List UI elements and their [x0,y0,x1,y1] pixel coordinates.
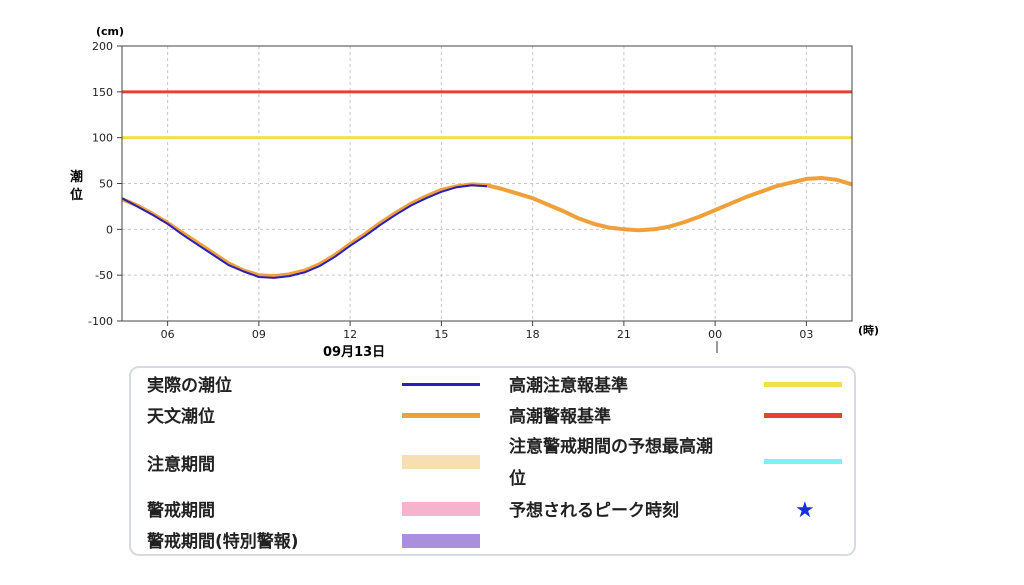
x-tick-label: 06 [161,328,175,341]
y-tick-label: 200 [92,40,113,53]
reference-lines [122,90,852,140]
legend-swatch-special-warning-period [402,534,480,548]
legend: 実際の潮位 天文潮位 注意期間 警戒期間 警戒期間(特別警報) 高潮注意報基準 … [129,366,856,556]
series-line [121,176,853,279]
x-unit-label: (時) [858,323,879,337]
x-tick-label: 00 [708,328,722,341]
legend-swatch-storm-surge-warning-level [764,413,842,418]
legend-label-expected-peak-time: 予想されるピーク時刻 [509,501,679,521]
y-tick-label: 0 [106,223,113,236]
y-tick-label: 150 [92,86,113,99]
y-tick-labels: 200 150 100 50 0 -50 -100 [88,40,122,328]
legend-label-forecast-max-tide-line1: 注意警戒期間の予想最高潮 [509,437,713,457]
legend-label-storm-surge-warning-level: 高潮警報基準 [509,407,611,427]
legend-swatch-actual-tide [402,383,480,386]
y-tick-label: -50 [95,269,113,282]
y-tick-label: 100 [92,132,113,145]
legend-swatch-astronomical-tide [402,413,480,418]
series-line [121,184,488,279]
x-tick-label: 21 [617,328,631,341]
legend-label-caution-period: 注意期間 [147,455,215,475]
y-unit-label: (cm) [96,25,124,38]
date-label: 09月13日 [323,345,385,360]
x-tick-label: 03 [799,328,813,341]
legend-label-special-warning-period: 警戒期間(特別警報) [147,532,299,552]
tide-chart: 200 150 100 50 0 -50 -100 06 09 12 15 18 21 00 03 (cm… [70,25,879,360]
x-tick-label: 18 [526,328,540,341]
legend-swatch-caution-period [402,455,480,469]
legend-swatch-forecast-max-tide [764,459,842,464]
y-tick-label: 50 [99,178,113,191]
x-tick-label: 12 [343,328,357,341]
legend-label-forecast-max-tide-line2: 位 [509,469,526,489]
x-tick-labels: 06 09 12 15 18 21 00 03 [161,321,813,341]
legend-label-astronomical-tide: 天文潮位 [147,407,215,427]
y-tick-label: -100 [88,315,113,328]
x-tick-label: 15 [434,328,448,341]
legend-label-actual-tide: 実際の潮位 [147,376,232,396]
star-icon: ★ [795,498,815,523]
y-axis-label-char1: 潮 [70,169,83,185]
legend-swatch-storm-surge-advisory-level [764,382,842,387]
legend-swatch-warning-period [402,502,480,516]
series-lines [121,176,853,279]
y-axis-label-char2: 位 [70,187,83,203]
x-tick-label: 09 [252,328,266,341]
legend-label-warning-period: 警戒期間 [147,501,215,521]
legend-label-storm-surge-advisory-level: 高潮注意報基準 [509,376,628,396]
